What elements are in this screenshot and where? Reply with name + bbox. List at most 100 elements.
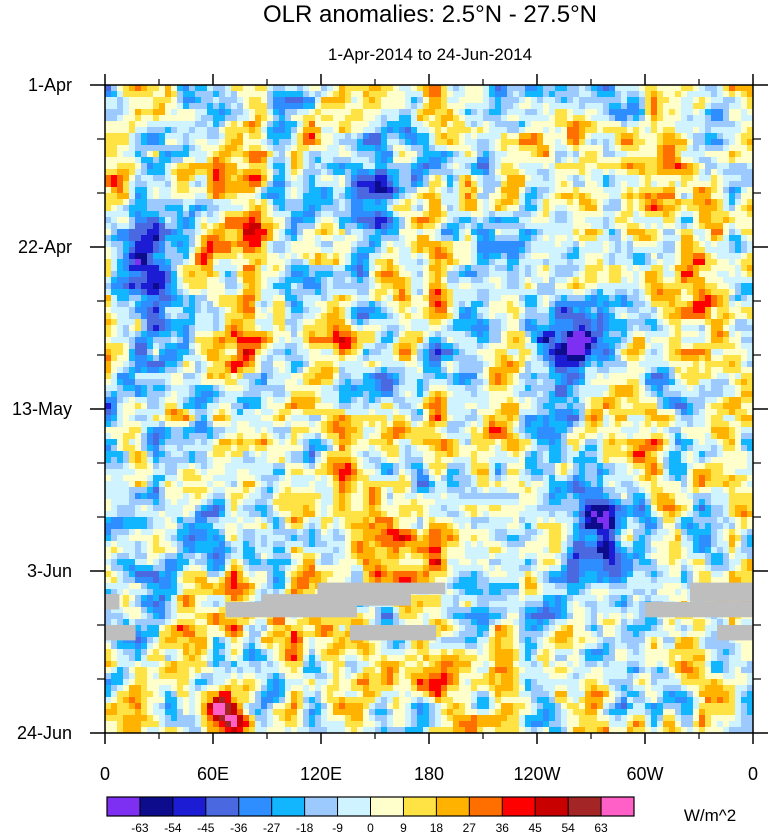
heatmap-cell	[495, 169, 502, 176]
heatmap-cell	[201, 277, 208, 284]
heatmap-cell	[369, 163, 376, 170]
heatmap-cell	[669, 355, 676, 362]
heatmap-cell	[297, 139, 304, 146]
heatmap-cell	[495, 115, 502, 122]
heatmap-cell	[459, 217, 466, 224]
heatmap-cell	[465, 343, 472, 350]
heatmap-cell	[507, 301, 514, 308]
heatmap-cell	[405, 247, 412, 254]
heatmap-cell	[483, 307, 490, 314]
heatmap-cell	[159, 217, 166, 224]
heatmap-cell	[267, 349, 274, 356]
heatmap-cell	[645, 337, 652, 344]
heatmap-cell	[633, 337, 640, 344]
heatmap-cell	[363, 97, 370, 104]
heatmap-cell	[291, 163, 298, 170]
heatmap-cell	[315, 211, 322, 218]
heatmap-cell	[561, 295, 568, 302]
heatmap-cell	[645, 253, 652, 260]
heatmap-cell	[705, 97, 712, 104]
heatmap-cell	[507, 343, 514, 350]
heatmap-cell	[273, 145, 280, 152]
heatmap-cell	[357, 169, 364, 176]
heatmap-cell	[207, 85, 214, 92]
heatmap-cell	[375, 349, 382, 356]
heatmap-cell	[267, 223, 274, 230]
heatmap-cell	[465, 325, 472, 332]
heatmap-cell	[231, 307, 238, 314]
heatmap-cell	[705, 313, 712, 320]
heatmap-cell	[123, 217, 130, 224]
heatmap-cell	[339, 193, 346, 200]
heatmap-cell	[147, 223, 154, 230]
heatmap-cell	[243, 157, 250, 164]
heatmap-cell	[243, 133, 250, 140]
heatmap-cell	[369, 133, 376, 140]
heatmap-cell	[351, 133, 358, 140]
heatmap-cell	[363, 241, 370, 248]
heatmap-cell	[585, 151, 592, 158]
heatmap-cell	[645, 247, 652, 254]
heatmap-cell	[339, 217, 346, 224]
heatmap-cell	[477, 235, 484, 242]
heatmap-cell	[333, 109, 340, 116]
heatmap-cell	[483, 151, 490, 158]
heatmap-cell	[153, 145, 160, 152]
heatmap-cell	[237, 229, 244, 236]
heatmap-cell	[573, 121, 580, 128]
heatmap-cell	[603, 289, 610, 296]
heatmap-cell	[459, 163, 466, 170]
heatmap-cell	[273, 217, 280, 224]
heatmap-cell	[705, 115, 712, 122]
heatmap-cell	[357, 325, 364, 332]
heatmap-cell	[525, 163, 532, 170]
heatmap-cell	[231, 211, 238, 218]
heatmap-cell	[507, 313, 514, 320]
heatmap-cell	[135, 337, 142, 344]
heatmap-cell	[405, 343, 412, 350]
heatmap-cell	[615, 319, 622, 326]
heatmap-cell	[429, 349, 436, 356]
heatmap-cell	[465, 229, 472, 236]
heatmap-cell	[369, 103, 376, 110]
heatmap-cell	[663, 115, 670, 122]
heatmap-cell	[657, 241, 664, 248]
heatmap-cell	[747, 229, 753, 236]
heatmap-cell	[711, 253, 718, 260]
heatmap-cell	[243, 121, 250, 128]
heatmap-cell	[279, 199, 286, 206]
heatmap-cell	[585, 253, 592, 260]
heatmap-cell	[207, 301, 214, 308]
heatmap-cell	[363, 181, 370, 188]
heatmap-cell	[177, 91, 184, 98]
heatmap-cell	[159, 187, 166, 194]
heatmap-cell	[645, 175, 652, 182]
heatmap-cell	[411, 355, 418, 362]
heatmap-cell	[447, 253, 454, 260]
heatmap-cell	[255, 325, 262, 332]
heatmap-cell	[171, 205, 178, 212]
heatmap-cell	[279, 271, 286, 278]
heatmap-cell	[549, 115, 556, 122]
heatmap-cell	[321, 349, 328, 356]
heatmap-cell	[237, 217, 244, 224]
heatmap-cell	[315, 103, 322, 110]
heatmap-cell	[591, 103, 598, 110]
heatmap-cell	[693, 169, 700, 176]
heatmap-cell	[381, 265, 388, 272]
heatmap-cell	[687, 133, 694, 140]
heatmap-cell	[345, 331, 352, 338]
heatmap-cell	[597, 187, 604, 194]
heatmap-cell	[171, 289, 178, 296]
heatmap-cell	[645, 145, 652, 152]
heatmap-cell	[279, 211, 286, 218]
heatmap-cell	[477, 247, 484, 254]
heatmap-cell	[147, 235, 154, 242]
heatmap-cell	[429, 163, 436, 170]
heatmap-cell	[231, 205, 238, 212]
heatmap-cell	[321, 157, 328, 164]
heatmap-cell	[195, 103, 202, 110]
heatmap-cell	[201, 271, 208, 278]
heatmap-cell	[729, 229, 736, 236]
heatmap-cell	[699, 145, 706, 152]
